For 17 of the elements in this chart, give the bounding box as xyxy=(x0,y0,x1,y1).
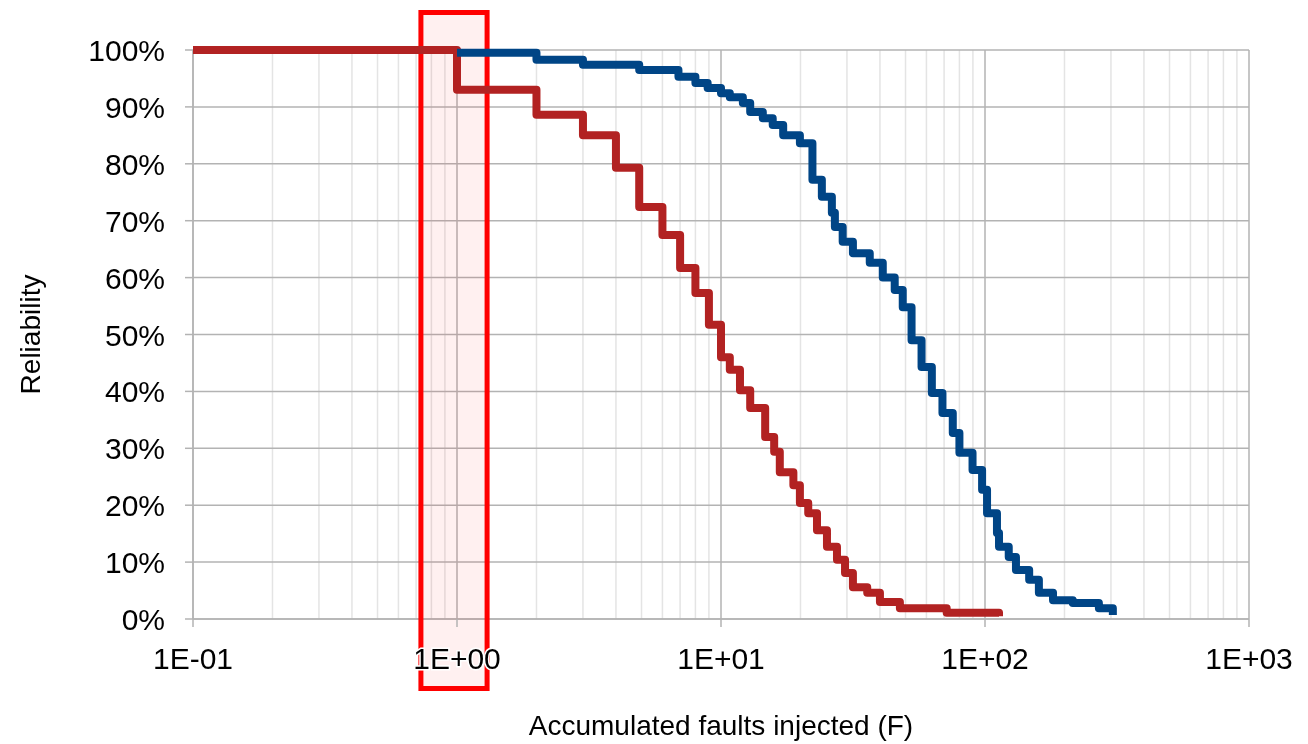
y-axis-title: Reliability xyxy=(15,274,46,395)
x-axis-title: Accumulated faults injected (F) xyxy=(528,710,914,741)
y-tick-label: 10% xyxy=(104,546,165,580)
x-tick-label: 1E+01 xyxy=(677,642,765,675)
y-tick-label: 60% xyxy=(104,261,165,295)
y-tick-label: 80% xyxy=(104,147,165,181)
y-tick-label: 50% xyxy=(104,318,165,352)
y-tick-label: 20% xyxy=(104,489,165,523)
x-tick-label: 1E+03 xyxy=(1205,642,1293,675)
y-tick-label: 0% xyxy=(121,603,165,636)
y-tick-label: 40% xyxy=(104,375,165,409)
y-tick-label: 30% xyxy=(104,432,165,466)
x-tick-label: 1E-01 xyxy=(152,642,234,675)
y-tick-label: 100% xyxy=(88,34,165,67)
y-tick-label: 70% xyxy=(104,204,165,238)
x-tick-label: 1E+02 xyxy=(941,642,1029,675)
y-tick-label: 90% xyxy=(104,90,165,124)
